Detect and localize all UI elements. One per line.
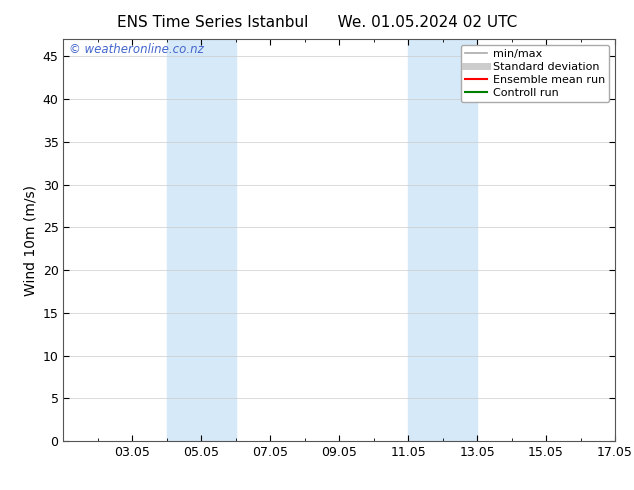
Bar xyxy=(408,39,477,441)
Bar xyxy=(167,39,236,441)
Text: © weatheronline.co.nz: © weatheronline.co.nz xyxy=(69,43,204,56)
Text: ENS Time Series Istanbul      We. 01.05.2024 02 UTC: ENS Time Series Istanbul We. 01.05.2024 … xyxy=(117,15,517,30)
Y-axis label: Wind 10m (m/s): Wind 10m (m/s) xyxy=(23,185,37,295)
Legend: min/max, Standard deviation, Ensemble mean run, Controll run: min/max, Standard deviation, Ensemble me… xyxy=(460,45,609,102)
